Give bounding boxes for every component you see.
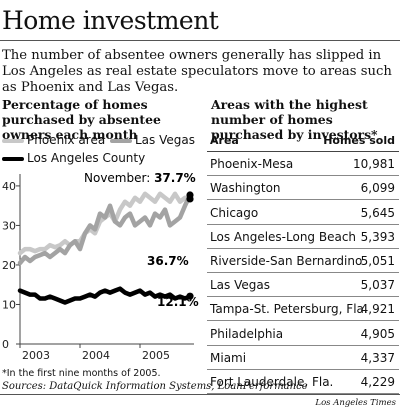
legend-item-los-angeles: Los Angeles County: [2, 151, 145, 165]
table-row: Los Angeles-Long Beach 5,393: [207, 225, 399, 249]
table-cell-homes-sold: 5,645: [360, 205, 395, 220]
table-row: Las Vegas 5,037: [207, 273, 399, 298]
annotation-november: November: 37.7%: [84, 171, 196, 185]
table-header: Area Homes sold: [207, 131, 399, 152]
legend-swatch-phoenix: [2, 138, 24, 143]
table-cell-homes-sold: 6,099: [360, 181, 395, 196]
table-cell-homes-sold: 5,037: [360, 278, 395, 293]
table-cell-homes-sold: 5,051: [360, 253, 395, 268]
table-cell-area: Phoenix-Mesa: [210, 157, 294, 172]
table-row: Chicago 5,645: [207, 200, 399, 225]
legend-label-las-vegas: Las Vegas: [135, 133, 195, 147]
y-tick-label: 30: [2, 219, 16, 232]
page-title: Home investment: [2, 6, 219, 35]
table-cell-area: Los Angeles-Long Beach: [210, 229, 357, 244]
table-row: Tampa-St. Petersburg, Fla. 4,921: [207, 297, 399, 322]
table-row: Fort Lauderdale, Fla. 4,229: [207, 370, 399, 394]
table-header-area: Area: [210, 134, 239, 147]
annotation-phoenix-value: 36.7%: [147, 254, 189, 268]
legend-item-las-vegas: Las Vegas: [110, 133, 195, 147]
x-tick-label: 2004: [82, 349, 110, 362]
intro-text: The number of absentee owners generally …: [2, 48, 392, 95]
table-cell-area: Miami: [210, 350, 247, 365]
y-tick-label: 20: [2, 259, 16, 272]
x-tick-label: 2005: [142, 349, 170, 362]
table-cell-area: Las Vegas: [210, 278, 270, 293]
table-body: Phoenix-Mesa 10,981 Washington 6,099 Chicago…: [207, 152, 399, 394]
series-line-las-vegas: [17, 192, 193, 266]
table-header-homes-sold: Homes sold: [323, 134, 395, 147]
footnote: *In the first nine months of 2005.: [2, 368, 161, 379]
top-divider: [0, 40, 400, 41]
table-cell-area: Riverside-San Bernardino: [210, 253, 363, 268]
bottom-divider: [0, 394, 400, 395]
legend-label-los-angeles: Los Angeles County: [27, 151, 146, 165]
legend-label-phoenix: Phoenix area: [27, 133, 106, 147]
legend-swatch-las-vegas: [110, 138, 132, 143]
table-cell-area: Chicago: [210, 205, 259, 220]
table-cell-homes-sold: 10,981: [353, 157, 395, 172]
line-chart-title: Percentage of homes purchased by absente…: [2, 97, 161, 142]
legend-item-phoenix: Phoenix area: [2, 133, 105, 147]
table-cell-area: Philadelphia: [210, 326, 284, 341]
x-tick-label: 2003: [22, 349, 50, 362]
line-chart: 0 10 20 30 40 2003 2004 2005 November: 37.7% 3…: [2, 171, 199, 362]
y-tick-label: 10: [2, 298, 16, 311]
table-cell-area: Tampa-St. Petersburg, Fla.: [210, 302, 368, 317]
legend-swatch-los-angeles: [2, 156, 24, 161]
table-cell-homes-sold: 4,229: [360, 374, 395, 389]
investor-table: Area Homes sold Phoenix-Mesa 10,981 Washin…: [207, 131, 399, 394]
table-cell-homes-sold: 4,905: [360, 326, 395, 341]
annotation-los-angeles-value: 12.1%: [157, 295, 199, 309]
credit: Los Angeles Times: [315, 398, 396, 408]
series-line-phoenix: [17, 191, 193, 256]
table-row: Washington 6,099: [207, 176, 399, 201]
end-point-los-angeles: [186, 292, 194, 300]
table-row: Miami 4,337: [207, 346, 399, 370]
end-point-las-vegas: [186, 191, 194, 199]
table-row: Philadelphia 4,905: [207, 321, 399, 346]
chart-legend: Phoenix area Las Vegas Los Angeles Count…: [0, 130, 210, 170]
table-cell-homes-sold: 4,337: [360, 350, 395, 365]
y-tick-label: 40: [2, 180, 16, 193]
table-row: Riverside-San Bernardino 5,051: [207, 249, 399, 273]
annotation-las-vegas-value: 37.7%: [154, 171, 196, 185]
y-axis: 0 10 20 30 40: [2, 174, 21, 351]
annotation-november-prefix: November:: [84, 171, 154, 185]
x-axis: 2003 2004 2005: [19, 343, 194, 362]
table-cell-area: Fort Lauderdale, Fla.: [210, 374, 334, 389]
table-cell-area: Washington: [210, 181, 281, 196]
series-line-los-angeles: [17, 286, 193, 305]
table-cell-homes-sold: 5,393: [360, 229, 395, 244]
table-cell-homes-sold: 4,921: [360, 302, 395, 317]
y-tick-label: 0: [2, 338, 9, 351]
table-title: Areas with the highest number of homes p…: [211, 97, 378, 142]
table-row: Phoenix-Mesa 10,981: [207, 152, 399, 177]
sources: Sources: DataQuick Information Systems, …: [2, 381, 308, 392]
annotation-layer: November: 37.7% 36.7% 12.1%: [84, 171, 199, 309]
series-layer: [17, 191, 194, 305]
